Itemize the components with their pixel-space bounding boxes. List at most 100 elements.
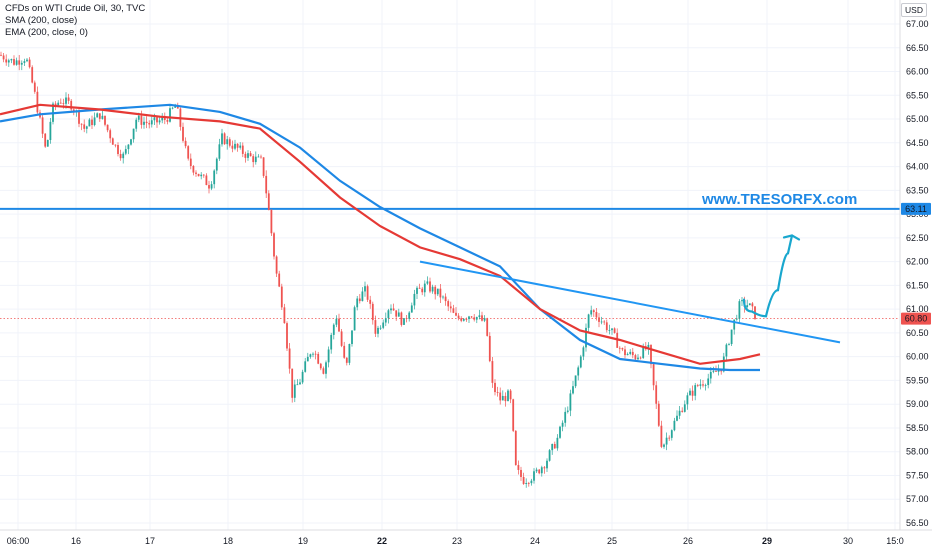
candle xyxy=(85,125,88,134)
candle xyxy=(202,174,205,178)
sma-200-line[interactable] xyxy=(0,103,760,372)
candle xyxy=(28,57,31,69)
candle xyxy=(455,307,457,317)
candle xyxy=(109,128,112,143)
candle xyxy=(31,65,34,84)
time-tick-label: 22 xyxy=(377,536,387,546)
forecast-arrow-path[interactable] xyxy=(742,234,794,318)
candle xyxy=(377,325,379,338)
legend-ema[interactable]: EMA (200, close, 0) xyxy=(5,27,88,38)
candle xyxy=(639,356,642,360)
time-tick-label: 30 xyxy=(843,536,853,546)
candle xyxy=(353,305,356,331)
candle xyxy=(345,357,348,366)
candle xyxy=(725,343,728,362)
candle xyxy=(288,343,291,374)
candle xyxy=(691,385,694,401)
time-axis[interactable] xyxy=(0,530,932,550)
currency-unit-label[interactable]: USD xyxy=(901,3,927,17)
candle xyxy=(483,315,486,323)
candle xyxy=(618,346,621,354)
candle xyxy=(686,392,689,410)
legend-symbol[interactable]: CFDs on WTI Crude Oil, 30, TVC xyxy=(5,3,146,14)
price-axis[interactable] xyxy=(900,0,932,530)
candle xyxy=(421,286,424,296)
candle xyxy=(696,383,699,388)
candle xyxy=(556,434,559,451)
candle xyxy=(13,55,15,66)
candle xyxy=(397,308,400,317)
candle xyxy=(205,173,208,186)
candle xyxy=(314,350,317,360)
candle xyxy=(130,138,132,146)
candle xyxy=(522,472,525,485)
price-tick-label: 64.00 xyxy=(906,162,929,172)
legend-sma[interactable]: SMA (200, close) xyxy=(5,15,78,26)
candle xyxy=(390,304,392,314)
candle xyxy=(304,357,307,373)
candle xyxy=(738,299,741,323)
ema-200-line[interactable] xyxy=(0,103,761,365)
candle xyxy=(252,153,255,168)
candle xyxy=(366,284,369,303)
candle xyxy=(189,153,192,170)
candle xyxy=(330,332,333,354)
candle xyxy=(540,465,543,477)
candle xyxy=(59,98,62,104)
candle xyxy=(582,345,585,361)
candle xyxy=(257,154,260,158)
time-tick-label: 25 xyxy=(607,536,617,546)
candle xyxy=(340,329,343,348)
candle xyxy=(624,345,626,359)
candle xyxy=(70,99,73,112)
candle xyxy=(208,180,210,194)
candle xyxy=(382,319,385,330)
candle xyxy=(143,116,145,129)
candle xyxy=(509,388,512,404)
candle xyxy=(527,481,530,487)
candle xyxy=(374,315,377,338)
candle xyxy=(681,407,684,413)
price-tick-label: 59.50 xyxy=(906,375,929,385)
candle xyxy=(410,302,413,313)
candle xyxy=(280,283,283,310)
candle xyxy=(119,149,122,161)
candle xyxy=(223,132,226,145)
candle xyxy=(569,389,572,417)
candle xyxy=(67,93,70,105)
candle xyxy=(587,313,590,333)
candle xyxy=(670,429,673,441)
candle xyxy=(689,388,691,396)
candle xyxy=(132,128,135,143)
time-tick-label: 15:0 xyxy=(886,536,904,546)
candle xyxy=(332,323,335,340)
candle xyxy=(475,316,478,324)
candle xyxy=(156,116,158,128)
price-tick-label: 58.50 xyxy=(906,423,929,433)
candle xyxy=(234,139,236,151)
candle xyxy=(494,379,496,396)
chart-legend: CFDs on WTI Crude Oil, 30, TVC SMA (200,… xyxy=(5,3,145,39)
price-tick-label: 62.50 xyxy=(906,233,929,243)
candle xyxy=(655,381,658,409)
candle xyxy=(543,465,546,474)
candle xyxy=(603,320,606,325)
candle xyxy=(491,357,494,388)
candle xyxy=(564,407,567,427)
trendline[interactable] xyxy=(419,260,841,344)
candle xyxy=(358,294,361,304)
candle xyxy=(291,368,294,403)
candle xyxy=(418,283,421,289)
price-tick-label: 59.00 xyxy=(906,399,929,409)
candle xyxy=(431,284,434,294)
candle xyxy=(400,311,403,327)
grid-lines xyxy=(0,0,900,530)
candle xyxy=(254,151,257,165)
candle xyxy=(210,181,213,191)
candle xyxy=(150,115,153,128)
price-tick-label: 66.00 xyxy=(906,67,929,77)
candle xyxy=(504,392,507,407)
candle xyxy=(319,362,322,371)
candle xyxy=(317,351,320,365)
